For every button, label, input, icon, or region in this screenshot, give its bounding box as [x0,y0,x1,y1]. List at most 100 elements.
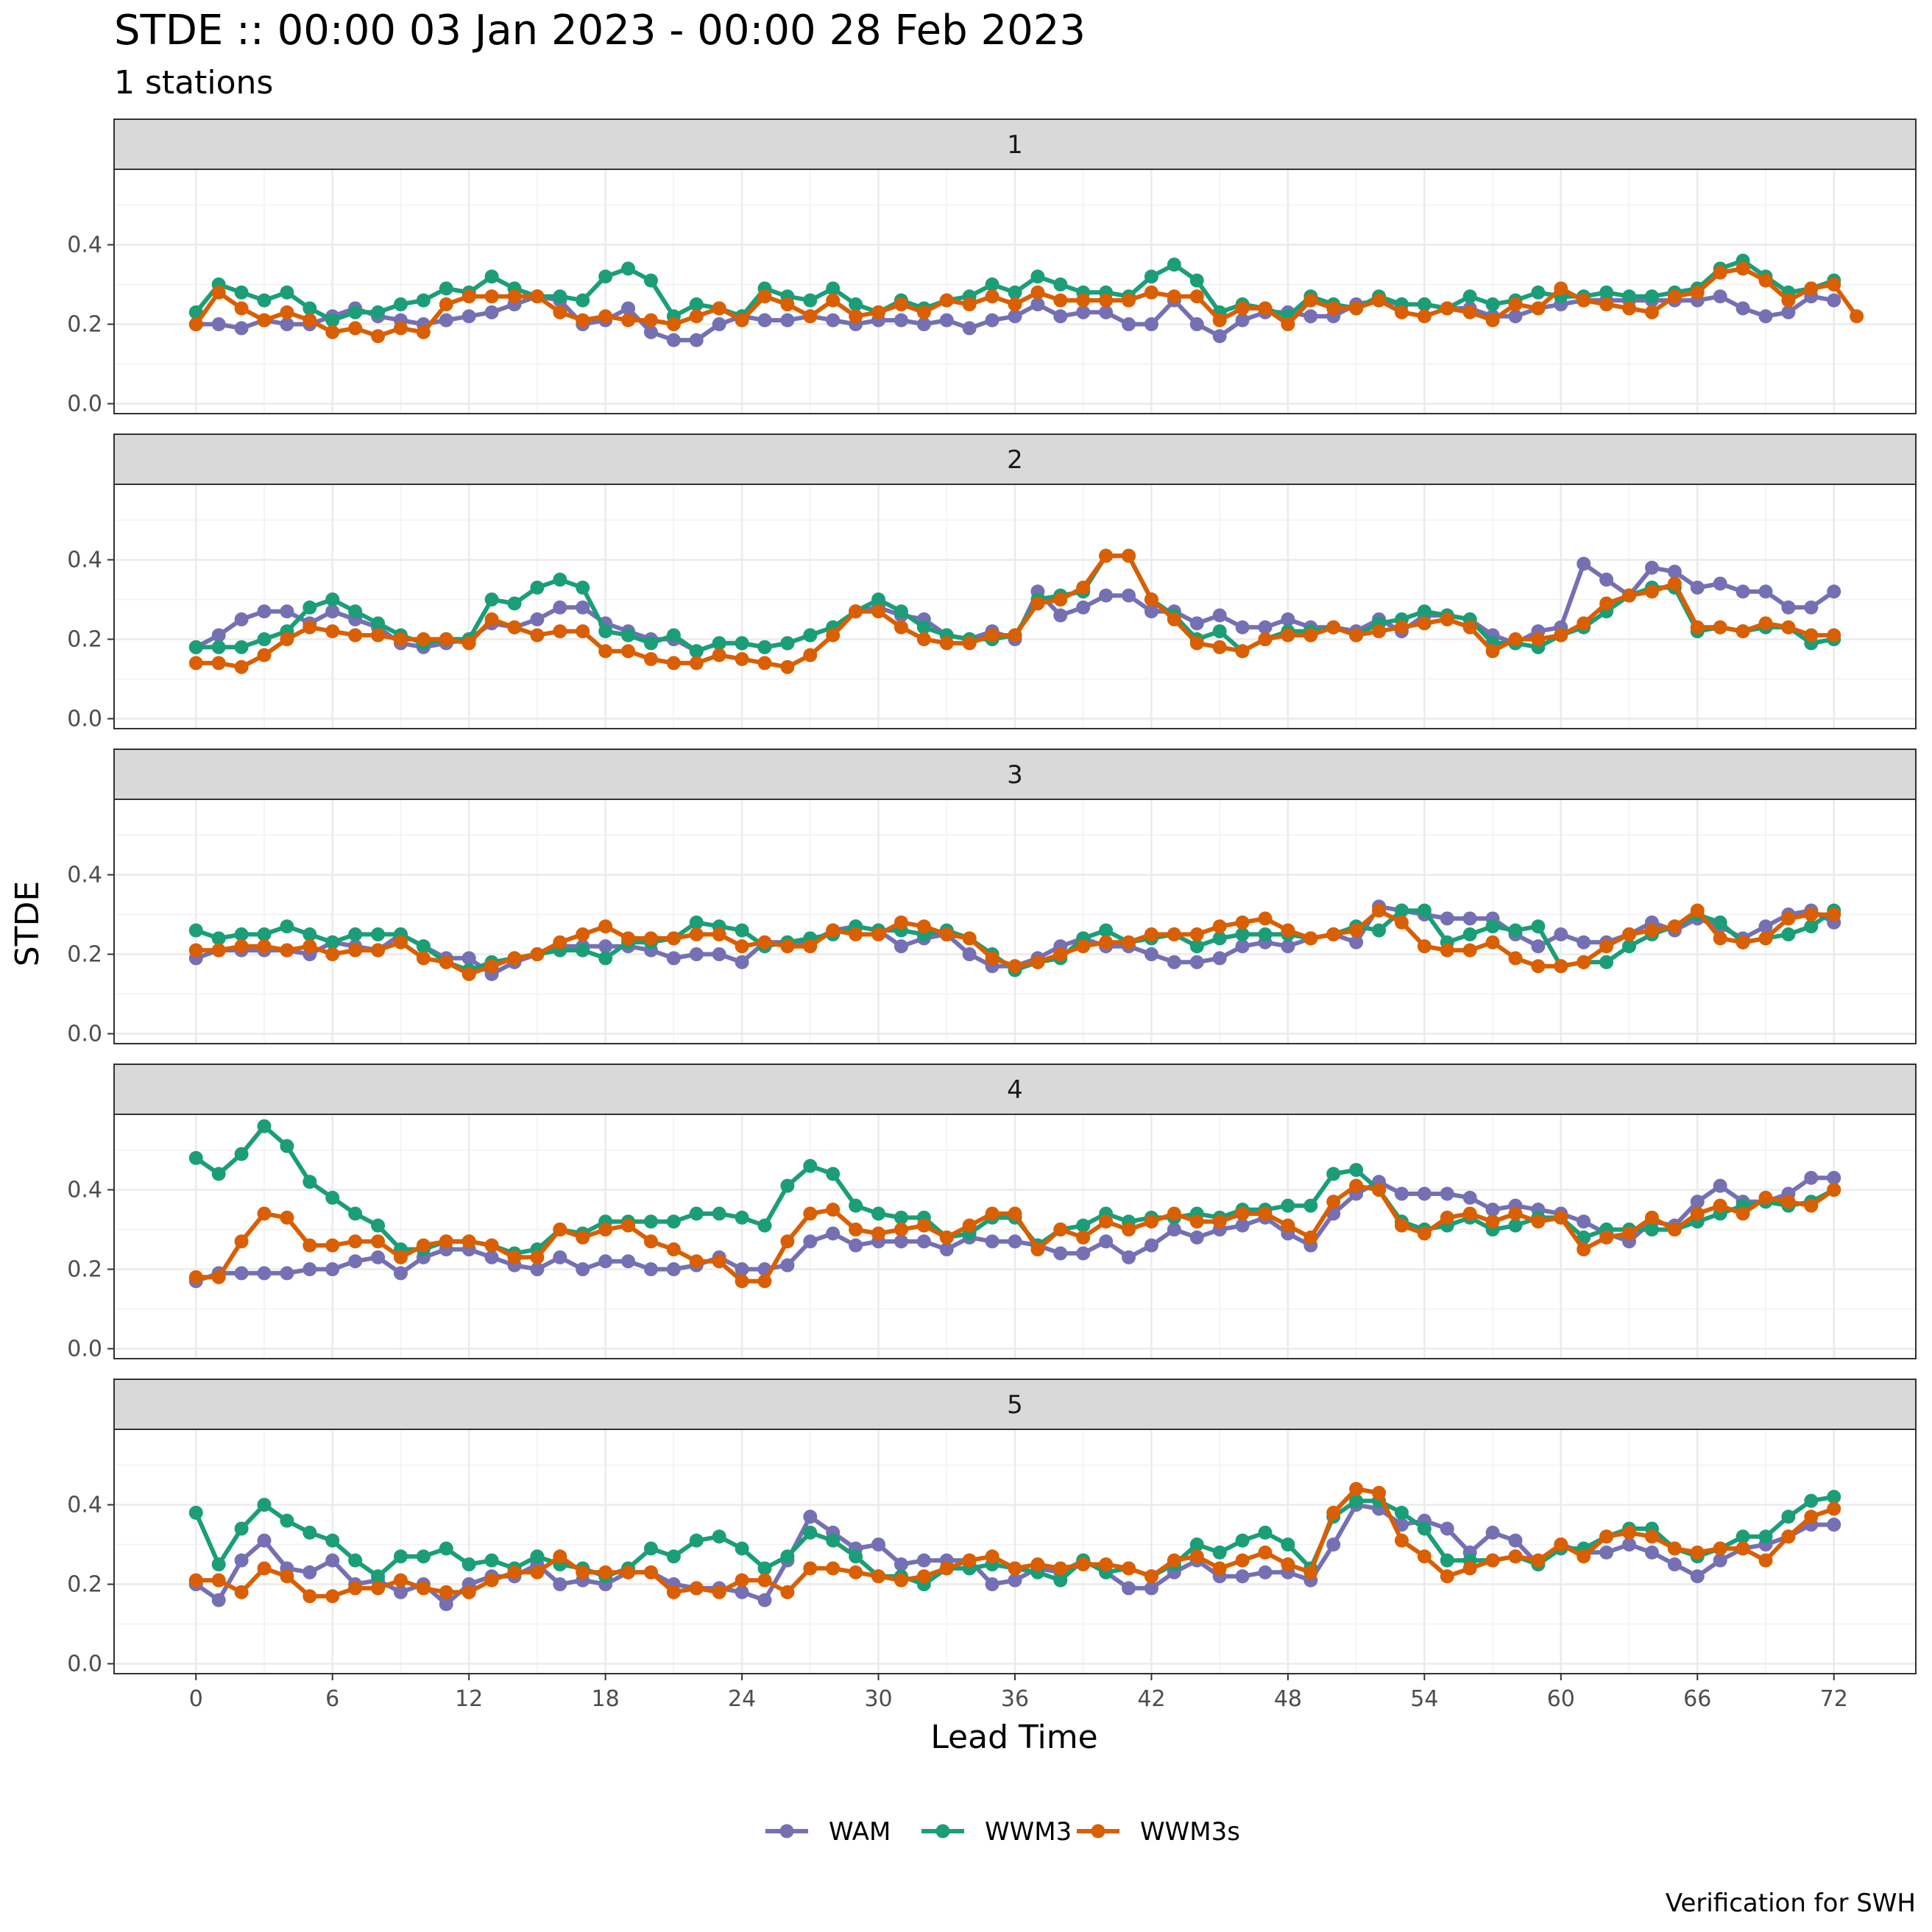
data-point-wwm3s [1235,1206,1250,1221]
data-point-wwm3s [1212,313,1227,328]
data-point-wwm3s [1531,959,1546,974]
data-point-wwm3 [643,1214,658,1229]
data-point-wwm3s [1554,628,1568,643]
data-point-wam [1053,309,1068,324]
data-point-wam [1440,1521,1454,1536]
data-point-wwm3s [1303,628,1318,643]
data-point-wwm3s [188,656,203,670]
data-point-wwm3s [348,1234,363,1249]
data-point-wwm3s [234,301,249,316]
data-point-wwm3s [1690,1545,1705,1560]
data-point-wwm3s [393,1250,408,1264]
facet-strip-label: 5 [1007,1390,1023,1420]
data-point-wwm3s [712,301,726,316]
data-point-wwm3 [689,297,704,312]
data-point-wwm3s [302,313,317,328]
data-point-wwm3s [280,1569,294,1584]
data-point-wwm3s [735,1274,749,1289]
data-point-wam [1713,1178,1727,1193]
data-point-wam [1508,309,1523,324]
data-point-wwm3 [484,592,499,607]
data-point-wwm3s [1577,955,1591,969]
data-point-wwm3s [393,935,408,949]
data-point-wam [939,1242,954,1257]
data-point-wwm3s [1531,1214,1546,1229]
facet-panel-1: 1 0.0 0.2 0.4 [67,118,1917,417]
data-point-wwm3s [280,632,294,647]
data-point-wam [1644,560,1659,575]
data-point-wwm3 [371,927,386,942]
data-point-wwm3 [439,1541,453,1556]
data-point-wwm3s [1144,927,1158,942]
data-point-wam [1827,584,1841,599]
data-point-wwm3s [1281,317,1295,332]
data-point-wwm3s [439,955,453,969]
data-point-wwm3 [1030,269,1045,284]
data-point-wwm3 [234,640,249,654]
data-point-wwm3s [1394,305,1409,319]
data-point-wam [1235,313,1250,328]
data-point-wwm3s [849,927,863,942]
data-point-wwm3s [735,652,749,667]
data-point-wwm3 [325,935,340,949]
x-tick-label: 0 [189,1686,203,1712]
data-point-wwm3s [1281,628,1295,643]
data-point-wwm3s [939,1230,954,1245]
data-point-wwm3 [1053,1573,1068,1588]
data-point-wwm3s [1622,301,1637,316]
data-point-wwm3s [1644,305,1659,319]
facet-panel-5: 5 0.0 0.2 0.4 0 6 12 18 24 30 36 42 48 54 60 66 72 [67,1379,1917,1712]
data-point-wwm3s [1030,955,1045,969]
data-point-wam [1713,576,1727,591]
facet-strip [113,1379,1917,1430]
data-point-wwm3s [871,604,886,619]
data-point-wam [1076,1246,1091,1261]
data-point-wwm3 [188,923,203,938]
data-point-wwm3s [735,939,749,954]
data-point-wam [712,947,726,962]
data-point-wwm3s [1303,293,1318,308]
data-point-wwm3 [234,285,249,300]
data-point-wam [393,1585,408,1599]
data-point-wam [1462,1190,1477,1205]
data-point-wwm3s [1303,1230,1318,1245]
data-point-wwm3 [325,313,340,328]
data-point-wwm3s [1713,620,1727,634]
data-point-wwm3 [1212,1545,1227,1560]
data-point-wwm3 [1781,1510,1796,1524]
data-point-wwm3s [985,951,999,966]
data-point-wwm3s [1167,927,1181,942]
data-point-wwm3s [1508,1549,1523,1564]
data-point-wwm3s [643,313,658,328]
data-point-wwm3 [1394,1505,1409,1520]
data-point-wam [1303,309,1318,324]
data-point-wwm3s [1690,285,1705,300]
facet-strip [113,749,1917,800]
data-point-wwm3s [1212,1214,1227,1229]
data-point-wwm3 [1758,1529,1773,1544]
data-point-wwm3 [1781,927,1796,942]
data-point-wwm3s [1644,923,1659,938]
data-point-wwm3 [416,293,431,308]
data-point-wwm3s [1167,1553,1181,1568]
data-point-wwm3 [348,927,363,942]
data-point-wwm3s [1189,636,1204,651]
data-point-wwm3 [188,1150,203,1165]
data-point-wam [1485,1203,1500,1217]
data-point-wwm3s [507,1565,522,1579]
data-point-wam [1212,608,1227,623]
data-point-wwm3s [621,644,636,659]
data-point-wam [826,1226,841,1241]
data-point-wwm3s [1531,301,1546,316]
data-point-wwm3s [234,1585,249,1599]
legend-key-point [935,1824,950,1839]
data-point-wwm3 [234,1147,249,1161]
data-point-wwm3s [1122,293,1136,308]
data-point-wwm3s [576,927,590,942]
data-point-wwm3s [484,1238,499,1253]
y-tick-label: 0.2 [67,627,102,653]
data-point-wwm3s [1030,1557,1045,1572]
data-point-wwm3s [1758,1553,1773,1568]
data-point-wwm3s [1440,943,1454,958]
data-point-wam [1827,293,1841,308]
